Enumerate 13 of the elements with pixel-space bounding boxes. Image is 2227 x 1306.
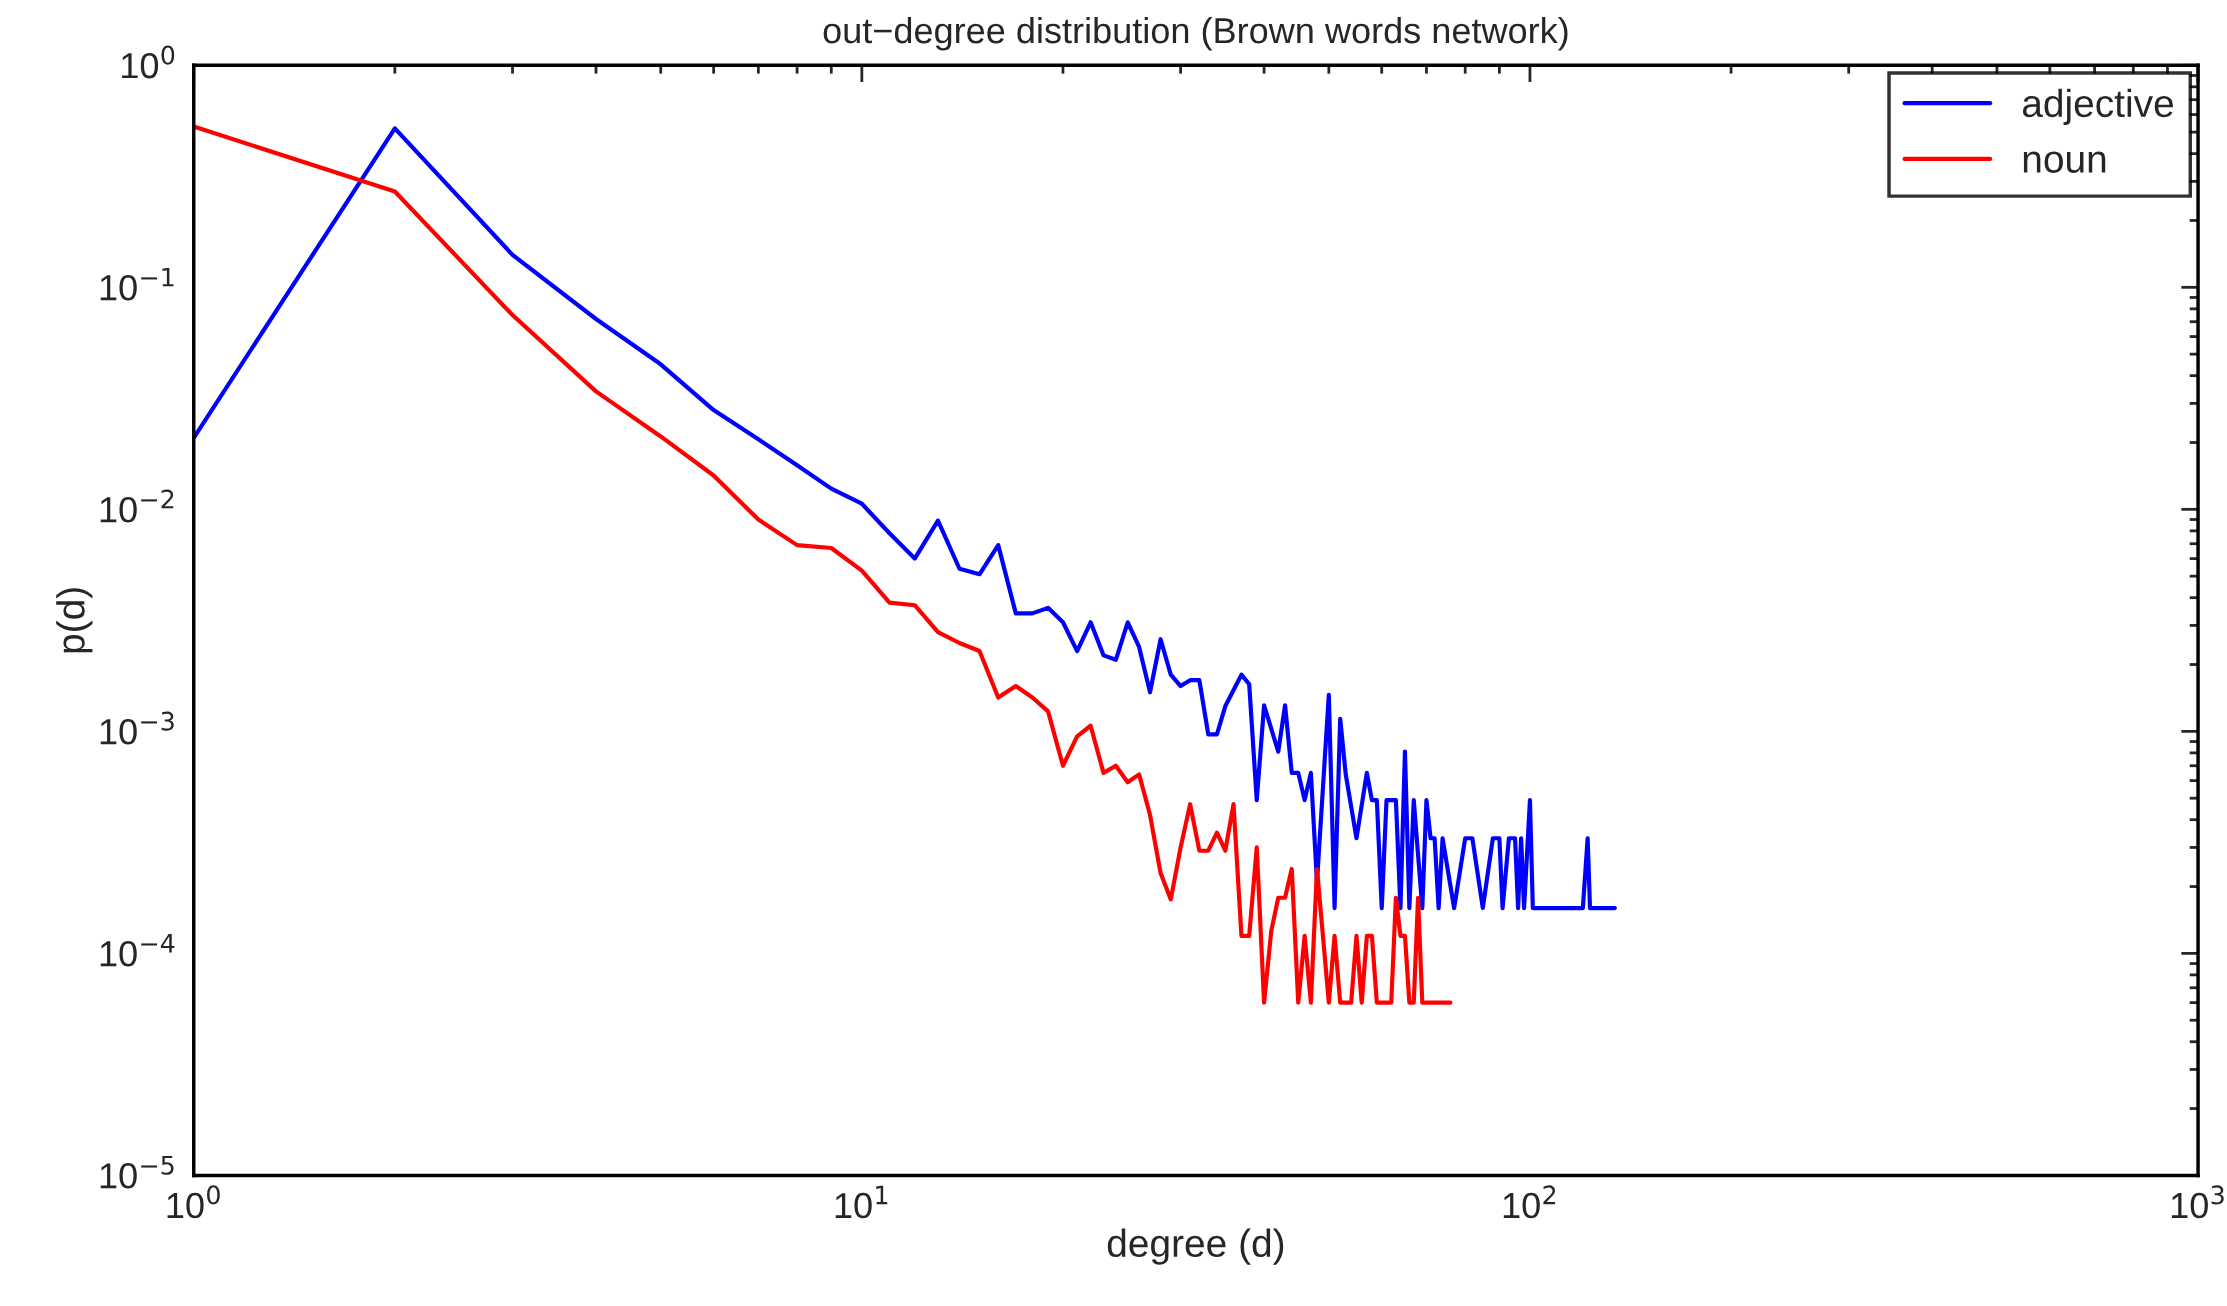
x-tick-label: 10$^{3}$: [2171, 1185, 2224, 1219]
y-tick-label: 10$^{−3}$: [100, 711, 174, 745]
legend-label: adjective: [2022, 88, 2173, 125]
x-axis-title: degree (d): [1107, 1228, 1284, 1265]
x-tick-label: 10$^{1}$: [835, 1185, 888, 1219]
x-tick-label: 10$^{2}$: [1503, 1185, 1556, 1219]
y-tick-label: 10$^{−1}$: [100, 267, 174, 301]
y-axis-title: p(d): [56, 588, 93, 653]
y-tick-label: 10$^{−4}$: [100, 933, 175, 967]
chart-title: out−degree distribution (Brown words network): [823, 16, 1568, 51]
y-tick-label: 10$^{−2}$: [100, 489, 174, 523]
y-tick-label: 10$^{0}$: [122, 45, 175, 79]
legend-label: noun: [2023, 151, 2106, 173]
